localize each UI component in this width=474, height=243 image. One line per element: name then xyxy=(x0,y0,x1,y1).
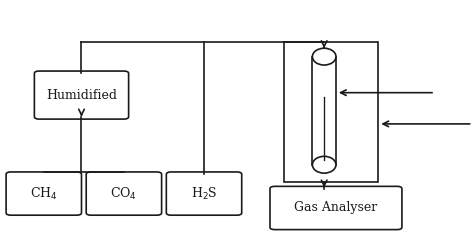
FancyBboxPatch shape xyxy=(6,172,82,215)
Text: CH$_4$: CH$_4$ xyxy=(30,185,57,202)
Text: H$_2$S: H$_2$S xyxy=(191,185,217,202)
Bar xyxy=(284,42,378,182)
Bar xyxy=(312,57,336,165)
Text: CO$_4$: CO$_4$ xyxy=(110,185,137,202)
Ellipse shape xyxy=(312,48,336,65)
FancyBboxPatch shape xyxy=(86,172,162,215)
Ellipse shape xyxy=(312,156,336,173)
FancyBboxPatch shape xyxy=(270,186,402,230)
FancyBboxPatch shape xyxy=(35,71,128,119)
Text: Gas Analyser: Gas Analyser xyxy=(294,201,378,215)
Text: Humidified: Humidified xyxy=(46,89,117,102)
FancyBboxPatch shape xyxy=(166,172,242,215)
